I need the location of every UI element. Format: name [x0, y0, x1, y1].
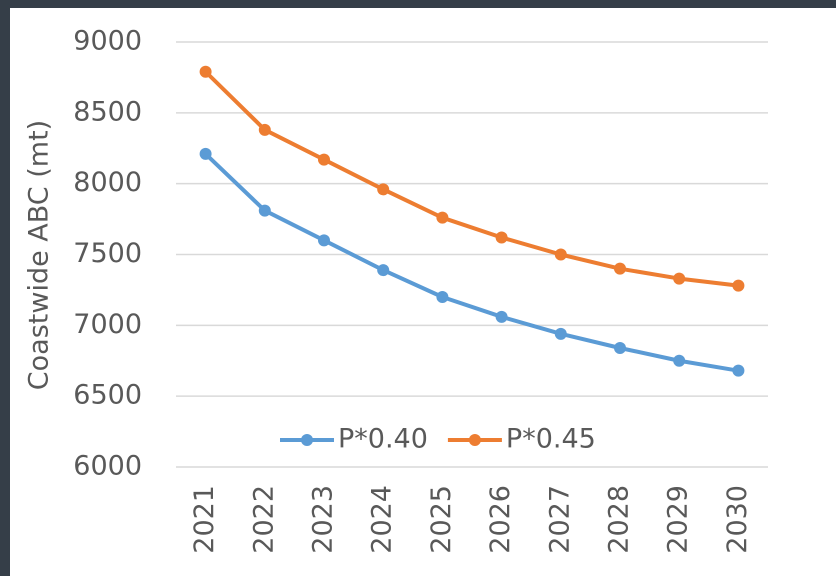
data-point	[614, 342, 626, 354]
x-tick-label: 2022	[248, 485, 279, 554]
x-tick-label: 2021	[189, 485, 220, 554]
data-point	[436, 211, 449, 224]
x-tick-label: 2030	[722, 485, 753, 554]
data-point	[199, 147, 212, 160]
series-line	[204, 70, 739, 288]
data-point	[554, 327, 567, 340]
data-point	[436, 291, 449, 303]
y-tick-label: 8000	[73, 167, 142, 198]
data-point	[318, 234, 330, 247]
chart-background	[10, 8, 836, 576]
x-tick-label: 2028	[604, 485, 635, 554]
y-axis-label: Coastwide ABC (mt)	[24, 120, 55, 390]
y-tick-label: 6500	[73, 380, 142, 411]
data-point	[199, 65, 212, 78]
y-tick-label: 8500	[73, 96, 142, 127]
data-point	[258, 123, 271, 136]
data-point	[673, 272, 686, 285]
data-point	[673, 354, 686, 367]
y-tick-label: 6000	[73, 451, 142, 482]
data-point	[495, 310, 508, 323]
x-tick-label: 2024	[367, 485, 398, 554]
data-point	[318, 153, 330, 166]
legend-marker	[301, 434, 313, 446]
data-point	[554, 248, 567, 261]
legend-label: P*0.45	[506, 424, 596, 455]
y-tick-label: 7000	[73, 309, 142, 340]
data-point	[732, 364, 745, 377]
x-tick-label: 2025	[426, 485, 457, 554]
x-tick-label: 2023	[308, 485, 339, 554]
data-point	[732, 279, 745, 292]
data-point	[377, 264, 390, 277]
data-point	[377, 183, 390, 196]
data-point	[258, 204, 271, 217]
y-tick-label: 7500	[73, 238, 142, 269]
x-tick-label: 2026	[485, 485, 516, 554]
legend-marker	[468, 434, 481, 446]
data-point	[495, 231, 508, 244]
data-point	[614, 262, 626, 275]
y-tick-label: 9000	[73, 26, 142, 57]
series-line	[204, 152, 739, 373]
x-tick-label: 2027	[544, 485, 575, 554]
x-tick-label: 2029	[663, 485, 694, 554]
legend-label: P*0.40	[338, 424, 428, 455]
